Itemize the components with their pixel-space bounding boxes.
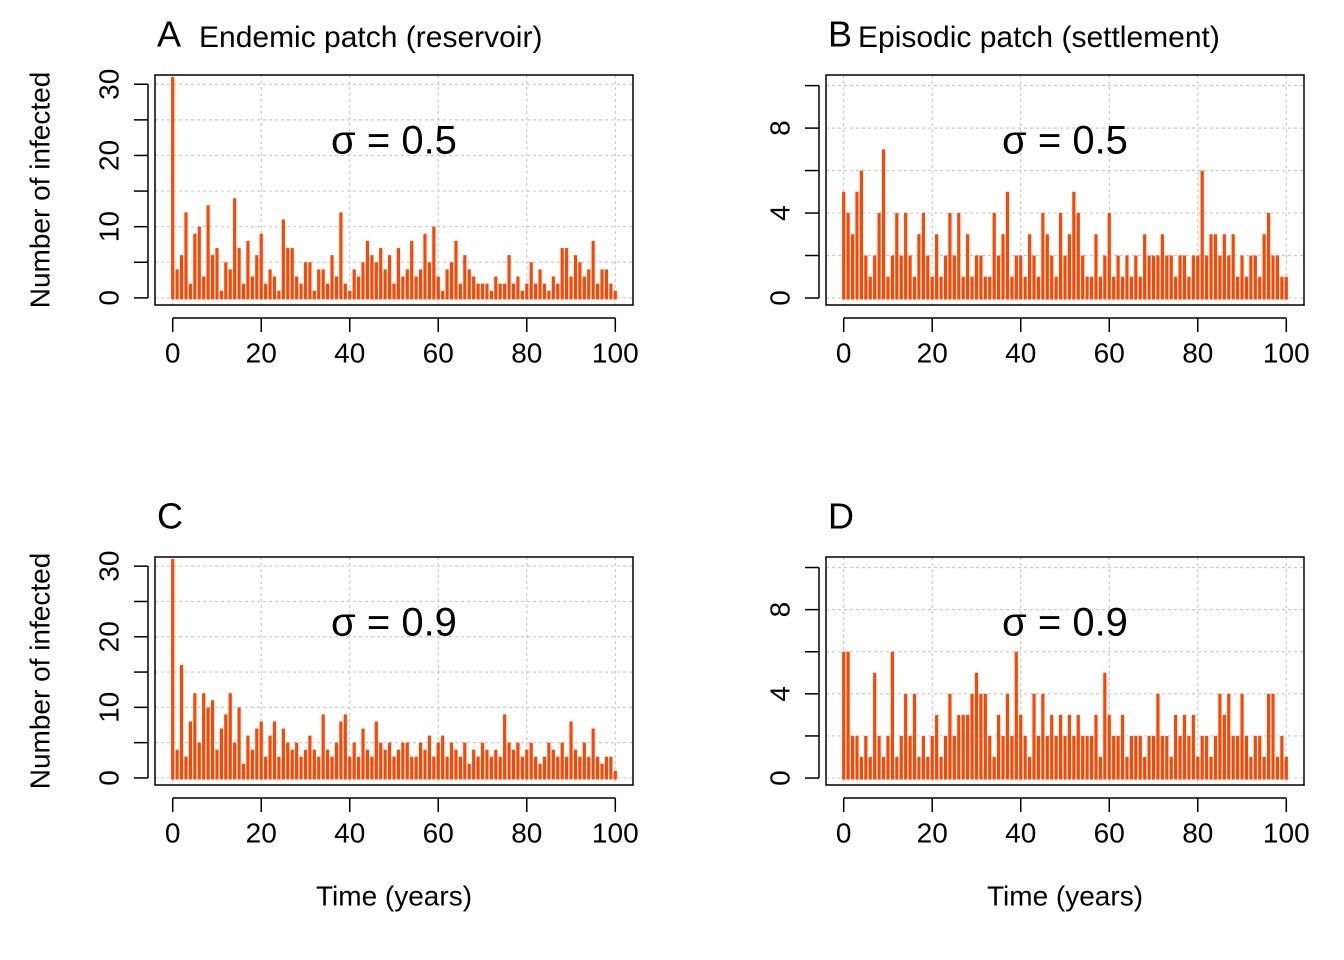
y-tick-label: 0 (93, 290, 124, 306)
x-tick-label: 60 (423, 817, 454, 848)
x-tick-label: 0 (165, 817, 181, 848)
y-tick-label: 0 (93, 770, 124, 786)
panel-title: Endemic patch (reservoir) (199, 21, 542, 54)
x-axis-label: Time (years) (316, 880, 472, 911)
annotation: σ = 0.5 (331, 119, 457, 163)
x-tick-label: 40 (1005, 817, 1036, 848)
y-tick-label: 20 (93, 621, 124, 652)
y-tick-label: 0 (764, 770, 795, 786)
x-tick-label: 20 (917, 817, 948, 848)
plot-frame (154, 74, 634, 306)
y-tick-label: 0 (764, 290, 795, 306)
x-tick-label: 0 (836, 337, 852, 368)
y-tick-label: 8 (764, 120, 795, 136)
x-tick-label: 100 (1263, 817, 1310, 848)
y-axis-label: Number of infected (24, 72, 55, 309)
annotation: σ = 0.9 (331, 601, 457, 645)
x-tick-label: 0 (836, 817, 852, 848)
x-tick-label: 80 (1182, 337, 1213, 368)
x-tick-label: 20 (246, 337, 277, 368)
x-tick-label: 40 (334, 337, 365, 368)
panel-label: C (157, 496, 183, 537)
y-axis-label: Number of infected (24, 553, 55, 790)
x-tick-label: 20 (917, 337, 948, 368)
y-tick-label: 4 (764, 686, 795, 702)
panel-label: D (828, 496, 854, 537)
annotation: σ = 0.9 (1002, 601, 1128, 645)
panel-title: Episodic patch (settlement) (858, 21, 1220, 54)
y-tick-label: 10 (93, 211, 124, 242)
x-tick-label: 20 (246, 817, 277, 848)
x-tick-label: 100 (592, 337, 639, 368)
plot-frame (825, 74, 1305, 306)
panel-label: A (157, 14, 181, 55)
x-axis-label: Time (years) (987, 880, 1143, 911)
x-tick-label: 60 (1094, 817, 1125, 848)
x-tick-label: 80 (1182, 817, 1213, 848)
x-tick-label: 60 (423, 337, 454, 368)
y-tick-label: 30 (93, 69, 124, 100)
y-tick-label: 20 (93, 140, 124, 171)
x-tick-label: 60 (1094, 337, 1125, 368)
x-tick-label: 0 (165, 337, 181, 368)
x-tick-label: 80 (511, 337, 542, 368)
x-tick-label: 100 (592, 817, 639, 848)
plot-frame (154, 556, 634, 786)
x-tick-label: 40 (334, 817, 365, 848)
plot-frame (825, 556, 1305, 786)
y-tick-label: 10 (93, 692, 124, 723)
y-tick-label: 30 (93, 551, 124, 582)
annotation: σ = 0.5 (1002, 119, 1128, 163)
x-tick-label: 100 (1263, 337, 1310, 368)
panel-label: B (828, 14, 852, 55)
x-tick-label: 40 (1005, 337, 1036, 368)
y-tick-label: 8 (764, 602, 795, 618)
x-tick-label: 80 (511, 817, 542, 848)
y-tick-label: 4 (764, 205, 795, 221)
